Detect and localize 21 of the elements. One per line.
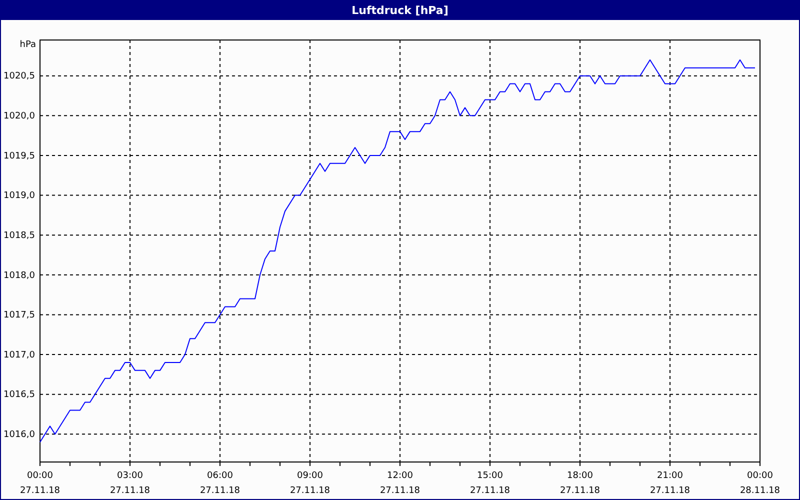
x-tick-label: 00:00 27.11.18 — [20, 471, 60, 496]
x-tick-label: 06:00 27.11.18 — [200, 471, 240, 496]
x-tick-label: 03:00 27.11.18 — [110, 471, 150, 496]
x-tick-label: 18:00 27.11.18 — [560, 471, 600, 496]
x-tick-label: 15:00 27.11.18 — [470, 471, 510, 496]
chart-title: Luftdruck [hPa] — [352, 4, 448, 17]
x-tick-label: 21:00 27.11.18 — [650, 471, 690, 496]
y-tick-label: 1020,5 — [4, 72, 35, 82]
x-tick-label: 00:00 28.11.18 — [740, 471, 780, 496]
y-tick-label: 1018,0 — [4, 270, 36, 281]
y-tick-label: 1017,0 — [4, 350, 36, 360]
y-tick-label: 1020,0 — [4, 112, 36, 122]
x-tick-label: 12:00 27.11.18 — [380, 471, 420, 496]
y-axis-title: hPa — [20, 40, 36, 50]
x-tick-label: 09:00 27.11.18 — [290, 471, 330, 496]
y-tick-label: 1017,5 — [4, 310, 35, 321]
y-tick-label: 1019,0 — [4, 191, 36, 202]
y-tick-label: 1018,5 — [4, 230, 35, 241]
y-tick-label: 1019,5 — [4, 151, 35, 162]
y-tick-label: 1016,0 — [4, 430, 36, 440]
y-tick-label: 1016,5 — [4, 390, 35, 400]
